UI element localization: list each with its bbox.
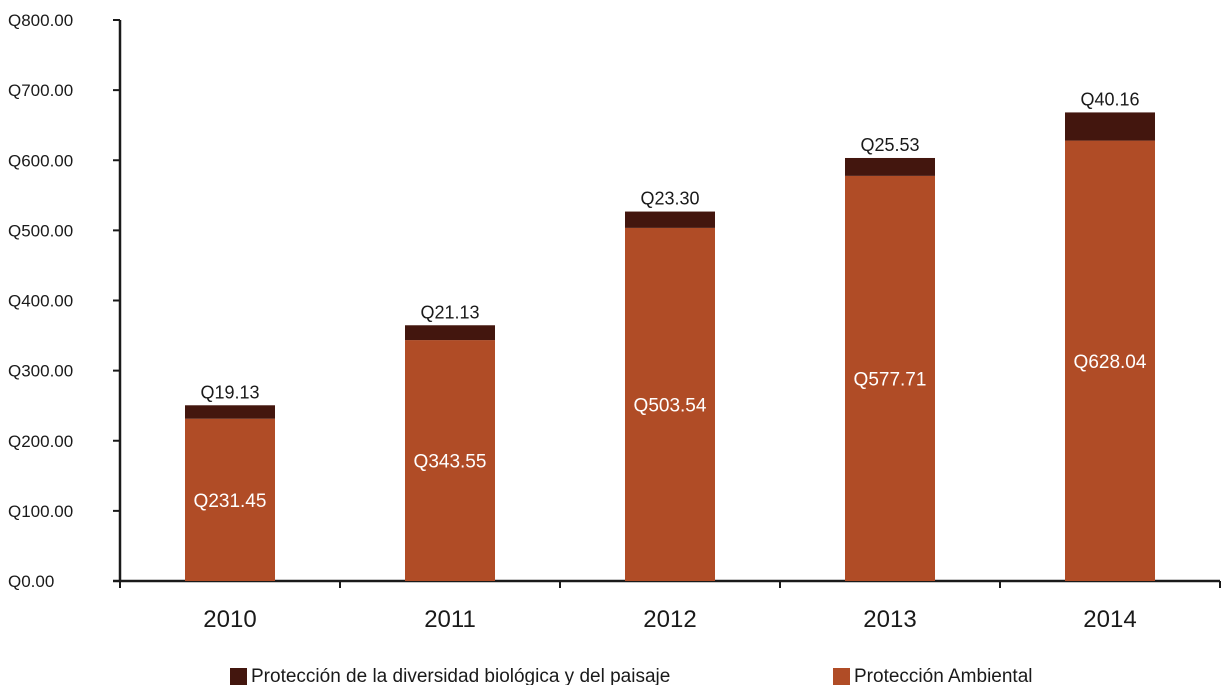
legend-swatch: [230, 668, 247, 685]
bar-proteccion-ambiental: [625, 227, 715, 581]
x-tick-label: 2011: [424, 606, 476, 633]
legend-label: Protección Ambiental: [854, 666, 1033, 685]
bar-proteccion-ambiental: [1065, 140, 1155, 581]
x-tick-label: 2012: [643, 606, 696, 633]
y-tick-label: Q600.00: [8, 151, 73, 170]
bars: Q19.13 Q231.45 Q21.13 Q343.55 Q23.30 Q503.54 Q…: [185, 89, 1155, 581]
bar-proteccion-ambiental: [185, 418, 275, 581]
x-tick-label: 2010: [203, 606, 256, 633]
legend-label: Protección de la diversidad biológica y …: [251, 666, 670, 685]
bar-proteccion-diversidad: [845, 157, 935, 176]
legend: Protección de la diversidad biológica y …: [230, 666, 1033, 685]
data-label-diversidad: Q23.30: [640, 189, 699, 209]
y-tick-label: Q700.00: [8, 81, 73, 100]
data-label-diversidad: Q25.53: [860, 135, 919, 155]
data-label-ambiental: Q343.55: [414, 452, 487, 473]
bar-proteccion-diversidad: [1065, 112, 1155, 141]
data-label-ambiental: Q628.04: [1074, 352, 1147, 373]
bar-proteccion-diversidad: [185, 405, 275, 419]
data-label-diversidad: Q19.13: [200, 382, 259, 402]
data-label-diversidad: Q21.13: [420, 302, 479, 322]
legend-swatch: [833, 668, 850, 685]
x-axis: 2010 2011 2012 2013 2014: [113, 579, 1221, 633]
data-label-ambiental: Q577.71: [854, 369, 927, 390]
data-label-ambiental: Q503.54: [634, 395, 707, 416]
y-tick-label: Q500.00: [8, 221, 73, 240]
y-tick-label: Q800.00: [8, 11, 73, 30]
x-tick-label: 2013: [863, 606, 916, 633]
bar-proteccion-diversidad: [625, 211, 715, 228]
y-tick-label: Q300.00: [8, 362, 73, 381]
bar-proteccion-ambiental: [845, 175, 935, 581]
bar-proteccion-diversidad: [405, 325, 495, 341]
data-label-ambiental: Q231.45: [194, 491, 267, 512]
y-axis: Q0.00 Q100.00 Q200.00 Q300.00 Q400.00 Q500.00…: [8, 11, 122, 591]
bar-proteccion-ambiental: [405, 340, 495, 581]
y-tick-label: Q200.00: [8, 432, 73, 451]
y-tick-label: Q100.00: [8, 502, 73, 521]
x-tick-label: 2014: [1083, 606, 1136, 633]
y-tick-label: Q0.00: [8, 572, 54, 591]
data-label-diversidad: Q40.16: [1080, 89, 1139, 109]
y-tick-label: Q400.00: [8, 292, 73, 311]
